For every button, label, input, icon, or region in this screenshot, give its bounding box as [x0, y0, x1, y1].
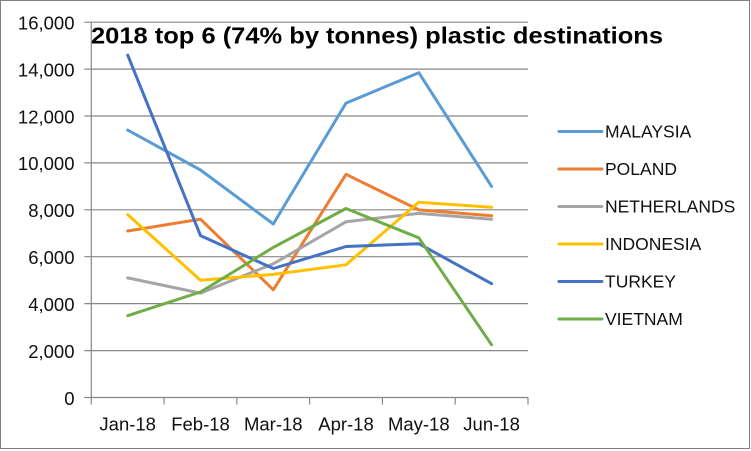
svg-text:INDONESIA: INDONESIA — [605, 234, 702, 254]
svg-text:4,000: 4,000 — [28, 294, 74, 315]
svg-text:MALAYSIA: MALAYSIA — [605, 121, 692, 141]
svg-text:Apr-18: Apr-18 — [318, 414, 374, 435]
svg-text:TURKEY: TURKEY — [605, 271, 676, 291]
svg-text:2,000: 2,000 — [28, 341, 74, 362]
svg-text:NETHERLANDS: NETHERLANDS — [605, 196, 735, 216]
svg-text:6,000: 6,000 — [28, 247, 74, 268]
svg-text:POLAND: POLAND — [605, 159, 677, 179]
svg-text:May-18: May-18 — [388, 414, 450, 435]
svg-text:8,000: 8,000 — [28, 200, 74, 221]
svg-text:Jun-18: Jun-18 — [463, 414, 520, 435]
svg-text:0: 0 — [64, 388, 74, 409]
svg-text:Mar-18: Mar-18 — [244, 414, 303, 435]
svg-text:Feb-18: Feb-18 — [171, 414, 230, 435]
svg-text:VIETNAM: VIETNAM — [605, 309, 683, 329]
svg-text:16,000: 16,000 — [18, 13, 75, 34]
svg-text:12,000: 12,000 — [18, 106, 75, 127]
svg-text:2018 top 6 (74% by tonnes) pla: 2018 top 6 (74% by tonnes) plastic desti… — [91, 23, 663, 49]
svg-text:Jan-18: Jan-18 — [99, 414, 156, 435]
svg-text:10,000: 10,000 — [18, 153, 75, 174]
svg-text:14,000: 14,000 — [18, 59, 75, 80]
